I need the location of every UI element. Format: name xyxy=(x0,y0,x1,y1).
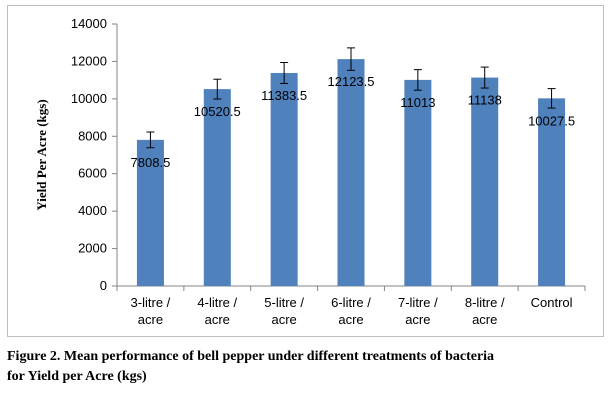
y-tick-label: 8000 xyxy=(78,128,107,143)
x-tick-label: 7-litre / xyxy=(398,295,438,310)
data-label: 7808.5 xyxy=(131,155,171,170)
x-tick-label: 5-litre / xyxy=(264,295,304,310)
bar xyxy=(404,79,432,287)
bar xyxy=(270,72,298,286)
bar xyxy=(337,59,365,286)
y-tick-label: 6000 xyxy=(78,166,107,181)
x-tick-label: 3-litre / xyxy=(131,295,171,310)
x-tick-label: acre xyxy=(271,312,296,327)
bar-chart: Yield Per Acre (kgs) 0 2000 4000 6000 8000 10… xyxy=(34,16,586,327)
x-tick-label: acre xyxy=(405,312,430,327)
caption-line-1: Figure 2. Mean performance of bell peppe… xyxy=(7,349,495,364)
data-label: 11138 xyxy=(468,93,502,108)
y-tick-label: 2000 xyxy=(78,241,107,256)
x-tick-label: acre xyxy=(138,312,163,327)
x-tick-label: acre xyxy=(472,312,497,327)
x-tick-label: acre xyxy=(205,312,230,327)
data-label: 12123.5 xyxy=(328,74,375,89)
x-tick-label: 6-litre / xyxy=(331,295,371,310)
bar xyxy=(471,77,499,286)
data-label: 10520.5 xyxy=(194,104,241,119)
data-label: 11013 xyxy=(400,95,435,110)
y-tick-label: 4000 xyxy=(78,203,107,218)
y-tick-label: 12000 xyxy=(71,53,107,68)
bar xyxy=(538,98,566,286)
caption-line-2: for Yield per Acre (kgs) xyxy=(7,369,147,384)
data-label: 11383.5 xyxy=(261,88,307,103)
y-axis-label: Yield Per Acre (kgs) xyxy=(34,99,49,210)
y-tick-label: 10000 xyxy=(71,91,107,106)
x-tick-label: Control xyxy=(531,295,573,310)
data-label: 10027.5 xyxy=(528,113,575,128)
y-tick-label: 14000 xyxy=(71,16,107,31)
x-tick-label: acre xyxy=(338,312,363,327)
x-tick-label: 4-litre / xyxy=(197,295,237,310)
chart-frame xyxy=(7,5,604,337)
x-tick-label: 8-litre / xyxy=(465,295,505,310)
bar xyxy=(203,89,231,286)
figure-caption: Figure 2. Mean performance of bell peppe… xyxy=(7,347,604,387)
y-tick-label: 0 xyxy=(100,278,107,293)
bar xyxy=(136,139,164,286)
